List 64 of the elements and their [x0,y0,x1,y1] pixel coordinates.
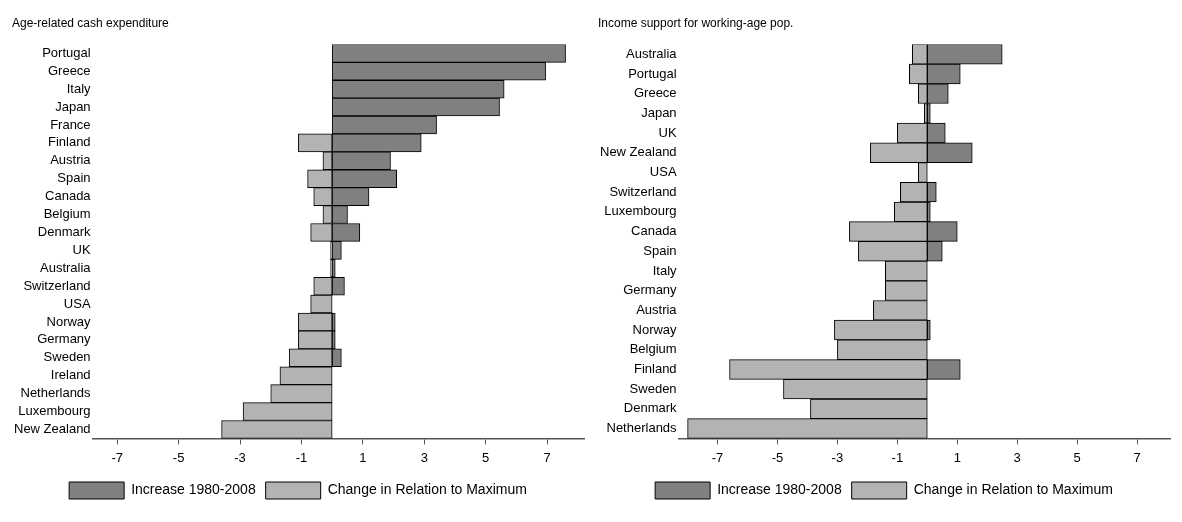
y-tick-label: Netherlands [20,385,92,401]
x-tick-label: 5 [482,449,490,465]
x-tick-label: 1 [359,449,367,465]
y-tick-label: Greece [47,62,91,78]
y-tick-label: Austria [636,301,678,317]
chart-title: Age-related cash expenditure [12,15,170,30]
x-tick-label: 1 [953,449,961,465]
x-tick-label: -3 [831,449,844,465]
y-tick-label: Australia [626,45,678,61]
y-tick-label: New Zealand [599,144,677,160]
x-tick-label: -7 [711,449,724,465]
y-tick-label: UK [72,241,91,257]
y-tick-label: USA [63,295,91,311]
x-tick-label: -1 [295,449,308,465]
y-tick-label: Luxembourg [604,203,677,219]
y-tick-label: Spain [643,242,677,258]
y-tick-label: Portugal [628,65,677,81]
legend-label: Increase 1980-2008 [131,481,256,498]
x-tick-label: 3 [420,449,428,465]
y-tick-label: Japan [55,98,91,114]
legend-label: Increase 1980-2008 [717,481,842,498]
y-tick-label: Norway [46,313,92,329]
y-tick-label: Italy [652,262,678,278]
y-tick-label: Japan [641,104,677,120]
y-tick-label: Portugal [42,44,91,60]
y-tick-label: UK [658,124,677,140]
y-tick-label: Switzerland [23,277,91,293]
y-tick-label: Denmark [37,224,92,240]
y-tick-label: Germany [623,282,678,298]
y-tick-label: Finland [633,361,677,377]
y-tick-label: Finland [47,134,91,150]
y-tick-label: Belgium [629,341,677,357]
x-tick-label: 7 [1133,449,1141,465]
x-tick-label: 5 [1073,449,1081,465]
y-tick-label: Canada [45,188,92,204]
y-tick-label: New Zealand [13,421,91,437]
y-tick-label: Spain [57,170,91,186]
y-tick-label: Norway [632,321,678,337]
y-tick-label: Greece [633,85,677,101]
y-tick-label: Netherlands [606,420,678,436]
y-tick-label: Luxembourg [18,403,91,419]
y-tick-label: Germany [37,331,92,347]
x-tick-label: -5 [172,449,185,465]
y-tick-label: France [50,116,91,132]
y-tick-label: Sweden [43,349,91,365]
chart-title: Income support for working-age pop. [598,15,794,30]
y-tick-label: Belgium [43,206,91,222]
y-tick-label: Denmark [623,400,678,416]
y-tick-label: Canada [631,223,678,239]
x-tick-label: -3 [234,449,246,465]
y-tick-label: Austria [50,152,92,168]
x-tick-label: 3 [1013,449,1021,465]
x-tick-label: -7 [111,449,123,465]
y-tick-label: Australia [40,259,92,275]
y-tick-label: Ireland [50,367,91,383]
x-tick-label: -5 [771,449,784,465]
y-tick-label: Sweden [629,380,677,396]
y-tick-label: Switzerland [609,183,677,199]
legend-label: Change in Relation to Maximum [327,481,527,498]
x-tick-label: -1 [891,449,904,465]
x-tick-label: 7 [543,449,551,465]
y-tick-label: USA [649,164,677,180]
y-tick-label: Italy [66,80,92,96]
legend-label: Change in Relation to Maximum [913,481,1113,498]
